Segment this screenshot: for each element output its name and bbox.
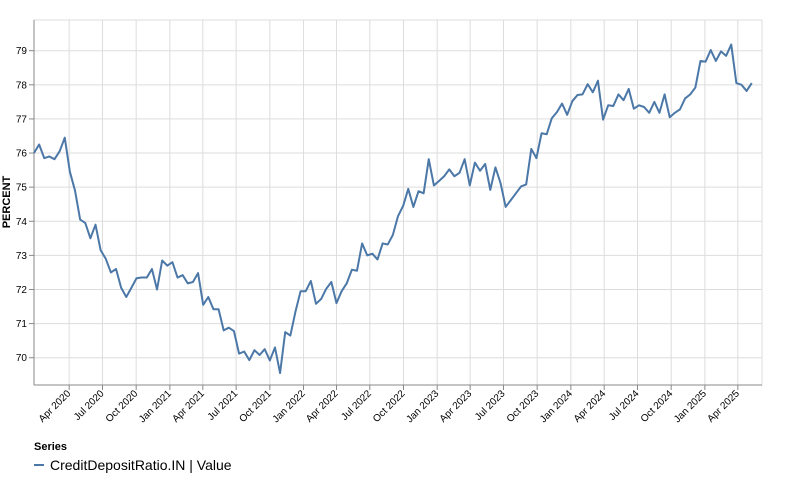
plot-frame	[33, 19, 763, 386]
x-tick-label: Oct 2023	[505, 388, 542, 425]
x-tick-label: Jan 2021	[137, 388, 174, 425]
legend-label: CreditDepositRatio.IN | Value	[50, 457, 232, 473]
y-gridlines	[34, 50, 762, 359]
y-tick-label: 77	[16, 114, 28, 125]
y-tick-label: 79	[16, 46, 28, 57]
x-tick-label: Jul 2020	[72, 388, 107, 423]
x-tick-label: Apr 2023	[438, 388, 475, 425]
legend: Series CreditDepositRatio.IN | Value	[34, 441, 232, 473]
series-layer	[33, 43, 753, 375]
x-tick-label: Jul 2024	[607, 388, 642, 423]
x-tick-label: Apr 2022	[304, 388, 341, 425]
y-tick-label: 78	[16, 80, 28, 91]
series-line[interactable]	[33, 43, 753, 375]
y-tick-label: 73	[16, 251, 28, 262]
x-tick-label: Oct 2020	[104, 388, 141, 425]
x-tick-label: Apr 2025	[705, 388, 742, 425]
x-tick-label: Jan 2024	[538, 388, 575, 425]
x-tick-label: Oct 2022	[371, 388, 408, 425]
y-tick-label: 71	[16, 319, 28, 330]
x-tick-label: Jul 2022	[339, 388, 374, 423]
x-tick-label: Apr 2020	[37, 388, 74, 425]
y-axis-title: PERCENT	[1, 175, 13, 228]
y-tick-label: 75	[16, 183, 28, 194]
y-tick-label: 70	[16, 353, 28, 364]
x-tick-label: Oct 2021	[237, 388, 274, 425]
x-gridlines	[68, 20, 739, 385]
legend-swatch	[34, 464, 44, 466]
x-tick-label: Jan 2023	[404, 388, 441, 425]
y-tick-label: 72	[16, 285, 28, 296]
x-tick-label: Oct 2024	[639, 388, 676, 425]
x-tick-label: Apr 2021	[170, 388, 207, 425]
legend-item[interactable]: CreditDepositRatio.IN | Value	[34, 457, 232, 473]
y-axis: 70 71 72 73 74 75 76 77 78 79	[16, 20, 35, 385]
y-tick-label: 74	[16, 217, 28, 228]
x-tick-label: Jul 2023	[473, 388, 508, 423]
legend-title: Series	[34, 441, 68, 453]
x-tick-label: Apr 2024	[572, 388, 609, 425]
x-tick-label: Jan 2022	[271, 388, 308, 425]
y-tick-label: 76	[16, 149, 28, 160]
x-tick-label: Jul 2021	[206, 388, 241, 423]
x-tick-label: Jan 2025	[672, 388, 709, 425]
